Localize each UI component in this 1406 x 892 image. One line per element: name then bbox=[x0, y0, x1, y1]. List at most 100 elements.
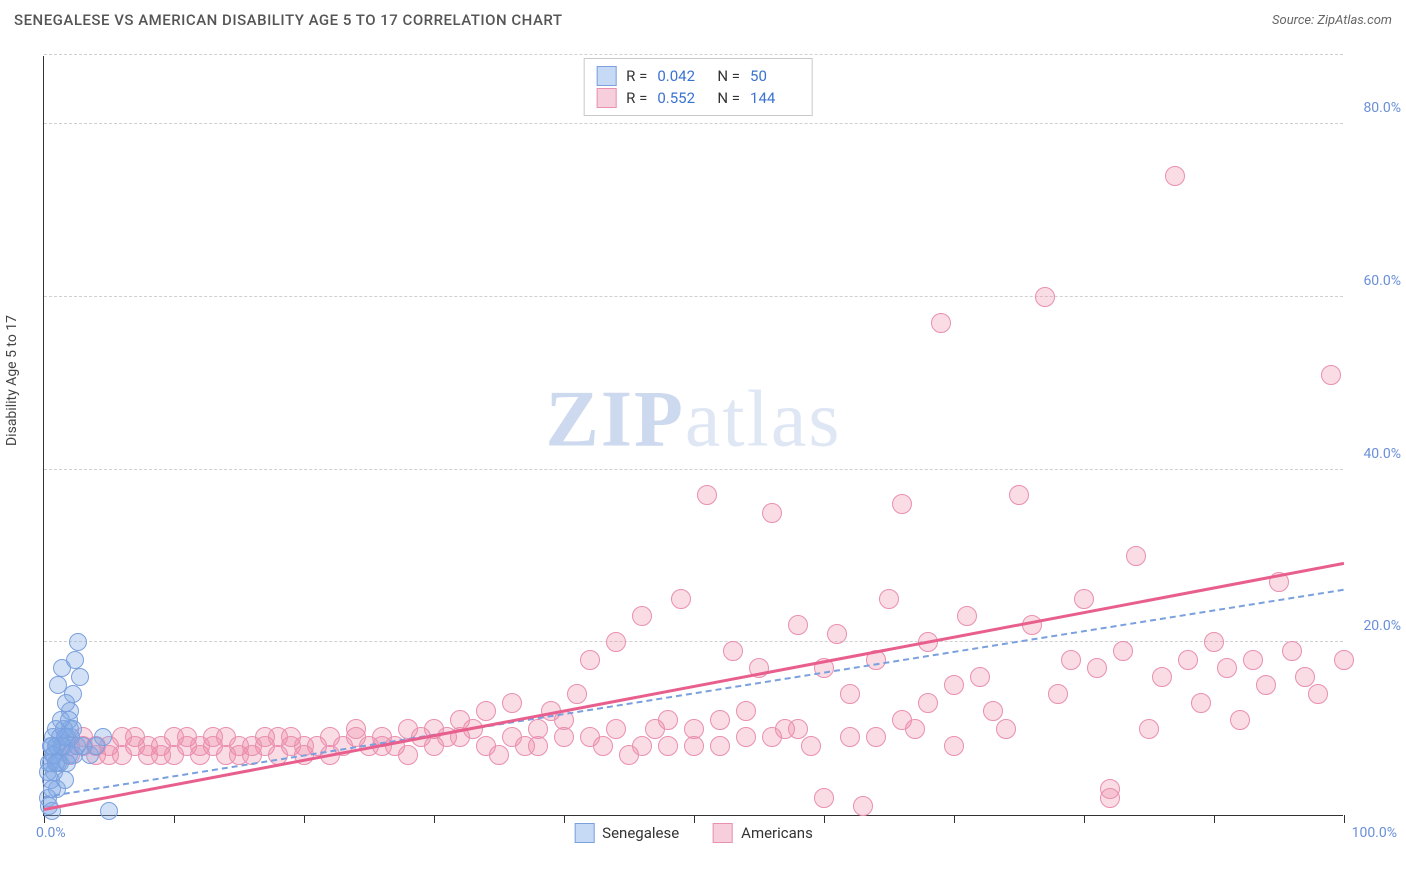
data-point-senegalese bbox=[47, 754, 65, 772]
source-label: Source: ZipAtlas.com bbox=[1272, 13, 1392, 28]
x-tick bbox=[304, 815, 305, 823]
x-tick bbox=[824, 815, 825, 823]
data-point-senegalese bbox=[71, 668, 89, 686]
data-point-americans bbox=[957, 606, 977, 626]
data-point-americans bbox=[1048, 684, 1068, 704]
data-point-americans bbox=[697, 485, 717, 505]
data-point-americans bbox=[1334, 650, 1354, 670]
x-tick bbox=[694, 815, 695, 823]
gridline bbox=[44, 469, 1343, 470]
data-point-americans bbox=[866, 727, 886, 747]
data-point-americans bbox=[1113, 641, 1133, 661]
legend-stats: R =0.042 N =50 R =0.552 N =144 bbox=[583, 58, 813, 116]
x-tick bbox=[954, 815, 955, 823]
data-point-americans bbox=[1074, 589, 1094, 609]
data-point-americans bbox=[1217, 658, 1237, 678]
data-point-americans bbox=[1100, 779, 1120, 799]
data-point-americans bbox=[1256, 675, 1276, 695]
data-point-americans bbox=[502, 693, 522, 713]
data-point-americans bbox=[1178, 650, 1198, 670]
data-point-americans bbox=[944, 675, 964, 695]
data-point-americans bbox=[671, 589, 691, 609]
data-point-americans bbox=[1230, 710, 1250, 730]
y-tick-label: 20.0% bbox=[1363, 618, 1401, 634]
data-point-senegalese bbox=[64, 720, 82, 738]
data-point-americans bbox=[1321, 365, 1341, 385]
data-point-americans bbox=[892, 710, 912, 730]
data-point-americans bbox=[710, 710, 730, 730]
trendline-senegalese bbox=[44, 588, 1344, 797]
data-point-americans bbox=[840, 727, 860, 747]
data-point-senegalese bbox=[100, 802, 118, 820]
data-point-americans bbox=[268, 727, 288, 747]
data-point-americans bbox=[424, 736, 444, 756]
legend-item-senegalese: Senegalese bbox=[574, 823, 679, 843]
x-tick bbox=[174, 815, 175, 823]
x-axis-max-label: 100.0% bbox=[1352, 825, 1397, 841]
data-point-americans bbox=[1204, 632, 1224, 652]
x-tick bbox=[1344, 815, 1345, 823]
data-point-americans bbox=[788, 719, 808, 739]
trendline-americans bbox=[44, 562, 1345, 811]
data-point-americans bbox=[632, 736, 652, 756]
legend-stats-row: R =0.552 N =144 bbox=[596, 87, 800, 109]
swatch-senegalese bbox=[596, 66, 616, 86]
data-point-americans bbox=[970, 667, 990, 687]
y-axis-title: Disability Age 5 to 17 bbox=[4, 315, 20, 446]
data-point-americans bbox=[164, 727, 184, 747]
data-point-americans bbox=[580, 727, 600, 747]
data-point-senegalese bbox=[57, 694, 75, 712]
legend-label: Americans bbox=[741, 824, 813, 842]
data-point-americans bbox=[762, 727, 782, 747]
data-point-americans bbox=[1243, 650, 1263, 670]
data-point-americans bbox=[216, 727, 236, 747]
legend-stats-row: R =0.042 N =50 bbox=[596, 65, 800, 87]
data-point-americans bbox=[996, 719, 1016, 739]
x-axis-min-label: 0.0% bbox=[36, 825, 66, 841]
data-point-senegalese bbox=[49, 676, 67, 694]
data-point-americans bbox=[788, 615, 808, 635]
scatter-plot: ZIPatlas R =0.042 N =50 R =0.552 N =144 … bbox=[43, 56, 1343, 816]
data-point-americans bbox=[1035, 287, 1055, 307]
legend-label: Senegalese bbox=[602, 824, 679, 842]
data-point-americans bbox=[983, 701, 1003, 721]
data-point-americans bbox=[931, 313, 951, 333]
data-point-americans bbox=[840, 684, 860, 704]
data-point-americans bbox=[1139, 719, 1159, 739]
chart-title: SENEGALESE VS AMERICAN DISABILITY AGE 5 … bbox=[14, 11, 562, 29]
data-point-americans bbox=[632, 606, 652, 626]
gridline bbox=[44, 296, 1343, 297]
data-point-americans bbox=[658, 710, 678, 730]
data-point-americans bbox=[346, 719, 366, 739]
y-tick-label: 40.0% bbox=[1363, 446, 1401, 462]
data-point-americans bbox=[853, 796, 873, 816]
data-point-americans bbox=[554, 727, 574, 747]
swatch-senegalese bbox=[574, 823, 594, 843]
data-point-americans bbox=[502, 727, 522, 747]
data-point-senegalese bbox=[43, 737, 61, 755]
data-point-americans bbox=[606, 632, 626, 652]
swatch-americans bbox=[596, 88, 616, 108]
y-tick-label: 80.0% bbox=[1363, 100, 1401, 116]
data-point-americans bbox=[138, 736, 158, 756]
data-point-americans bbox=[1308, 684, 1328, 704]
data-point-americans bbox=[1282, 641, 1302, 661]
legend-bottom: Senegalese Americans bbox=[574, 823, 813, 843]
data-point-americans bbox=[944, 736, 964, 756]
data-point-americans bbox=[827, 624, 847, 644]
data-point-americans bbox=[658, 736, 678, 756]
y-tick-label: 60.0% bbox=[1363, 273, 1401, 289]
data-point-americans bbox=[684, 736, 704, 756]
data-point-americans bbox=[1295, 667, 1315, 687]
data-point-americans bbox=[736, 727, 756, 747]
data-point-senegalese bbox=[69, 633, 87, 651]
watermark: ZIPatlas bbox=[546, 375, 842, 466]
legend-item-americans: Americans bbox=[713, 823, 813, 843]
data-point-americans bbox=[1087, 658, 1107, 678]
data-point-americans bbox=[567, 684, 587, 704]
data-point-americans bbox=[723, 641, 743, 661]
swatch-americans bbox=[713, 823, 733, 843]
gridline bbox=[44, 123, 1343, 124]
x-tick bbox=[1084, 815, 1085, 823]
data-point-senegalese bbox=[66, 651, 84, 669]
